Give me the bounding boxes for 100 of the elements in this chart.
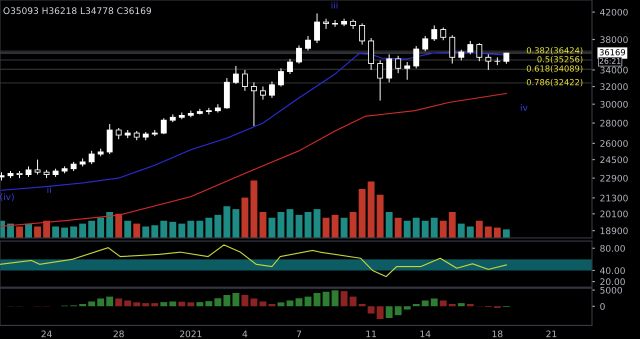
bar <box>394 218 402 238</box>
candlestick <box>404 62 410 80</box>
candlestick <box>26 166 32 178</box>
bar <box>376 306 384 319</box>
annotation: O35093 H36218 L34778 C36169 <box>3 7 152 14</box>
bar <box>502 229 510 238</box>
bar <box>223 294 230 306</box>
bar <box>34 226 41 238</box>
candlestick <box>431 24 438 42</box>
candlestick <box>287 58 293 74</box>
bar <box>404 220 411 238</box>
bar <box>268 218 276 238</box>
candlestick <box>296 44 302 64</box>
bar <box>160 220 168 238</box>
y-tick-label: 18900 <box>600 227 628 234</box>
bar <box>52 226 60 238</box>
bar <box>142 226 150 238</box>
candlestick <box>359 22 366 46</box>
candlestick <box>476 42 482 62</box>
bar <box>260 301 266 306</box>
bar <box>448 212 456 238</box>
candlestick <box>449 34 456 64</box>
x-tick-label: 14 <box>420 330 430 338</box>
bar <box>25 224 32 238</box>
candlestick <box>34 159 41 176</box>
y-tick-label: 38000 <box>600 36 628 44</box>
bar <box>187 220 194 238</box>
bar <box>106 296 114 306</box>
ref-line-label: 0.382(36424) <box>526 47 582 54</box>
bar <box>241 294 248 306</box>
bar <box>178 224 186 238</box>
bar <box>296 214 302 238</box>
bar <box>332 214 338 238</box>
bar <box>260 212 266 238</box>
candlestick <box>368 38 374 70</box>
bar <box>422 300 429 306</box>
bar <box>296 298 302 306</box>
bar <box>169 222 176 238</box>
annotation: iii <box>332 2 338 8</box>
candlestick <box>269 80 275 98</box>
y-tick-label: 0 <box>600 303 605 310</box>
bar <box>278 212 284 238</box>
bar <box>79 224 86 238</box>
x-tick-label: 7 <box>296 330 302 338</box>
y-tick-label: 80.00 <box>600 244 625 252</box>
bar <box>386 212 393 238</box>
bar <box>322 292 330 306</box>
y-tick-label: 20.00 <box>600 278 625 286</box>
bar <box>205 301 212 306</box>
bar <box>340 218 348 238</box>
bar <box>214 214 222 238</box>
bar <box>88 301 96 306</box>
bar <box>412 218 420 238</box>
y-tick-label: 28000 <box>600 120 628 127</box>
candlestick <box>242 69 248 92</box>
bar <box>250 298 258 306</box>
x-tick-label: 28 <box>114 330 124 338</box>
candlestick <box>88 150 95 165</box>
candlestick <box>116 128 122 140</box>
candlestick <box>70 161 77 172</box>
bar <box>97 218 104 238</box>
bar <box>115 298 122 306</box>
candlestick <box>422 35 428 52</box>
bar <box>286 209 294 238</box>
bar <box>286 300 294 306</box>
ref-line-label: 0.618(34089) <box>526 65 582 73</box>
bar <box>430 298 438 306</box>
bar <box>151 303 158 306</box>
candlestick <box>413 46 420 69</box>
bar <box>422 220 429 238</box>
candlestick <box>260 86 266 100</box>
x-tick-label: 18 <box>492 330 502 338</box>
candlestick <box>458 49 464 61</box>
bar <box>88 220 96 238</box>
candlestick <box>232 65 239 84</box>
bar <box>142 303 150 306</box>
bar <box>187 302 194 306</box>
candlestick <box>323 18 329 30</box>
bar <box>322 218 330 238</box>
y-tick-label: 20100 <box>600 210 628 218</box>
bar <box>476 220 483 238</box>
candlestick <box>134 130 140 141</box>
bar <box>440 300 447 306</box>
bar <box>124 300 132 306</box>
ref-line-label: 0.5(35256) <box>537 56 582 64</box>
bar <box>16 226 23 238</box>
candlestick <box>350 18 356 30</box>
candlestick <box>305 35 311 52</box>
ref-line-label: 0.786(32422) <box>526 78 582 86</box>
x-tick-label: 21 <box>546 330 556 338</box>
bar <box>124 220 132 238</box>
candlestick <box>106 124 113 155</box>
bar <box>196 302 204 306</box>
bar <box>304 212 312 238</box>
bar <box>133 302 140 306</box>
bar <box>304 296 312 306</box>
bar <box>440 220 447 238</box>
bar <box>350 296 357 306</box>
candlestick <box>467 40 474 55</box>
bar <box>332 290 338 306</box>
